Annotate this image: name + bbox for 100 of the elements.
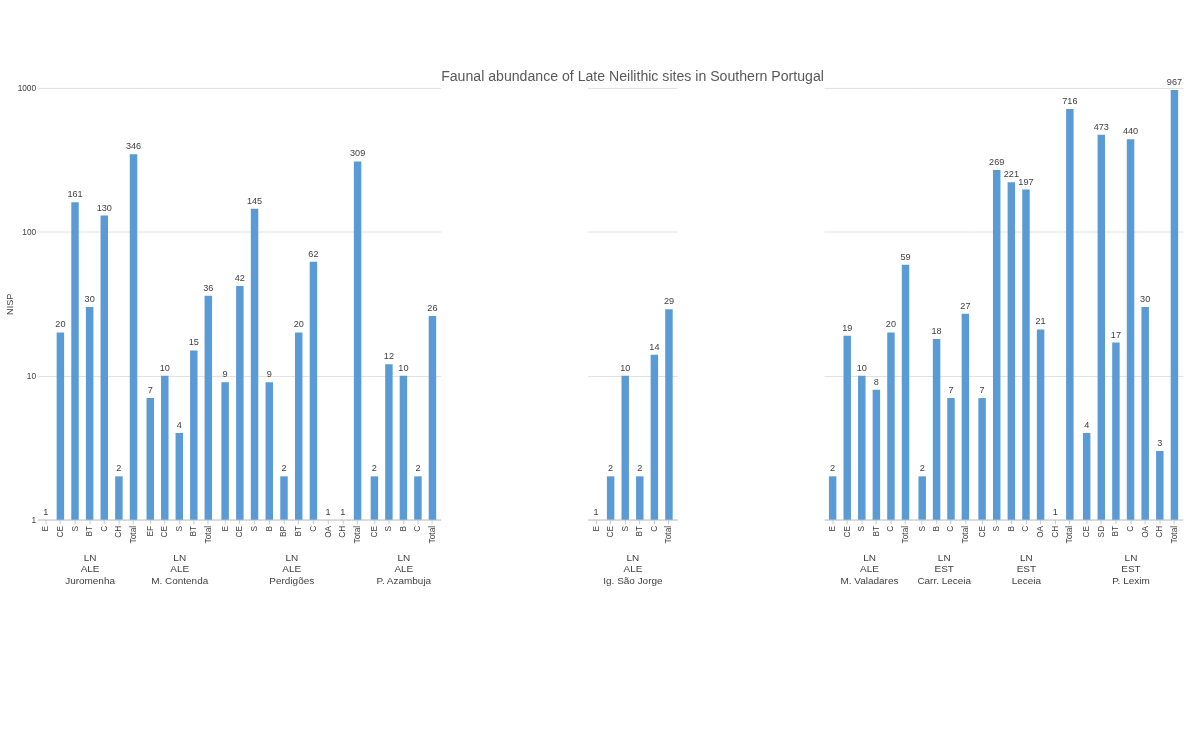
x-tick-label: EF (144, 525, 155, 537)
x-tick-label: BT (188, 525, 199, 537)
x-tick-label: C (98, 525, 109, 532)
data-label: 9 (222, 369, 228, 380)
data-label: 130 (96, 202, 112, 213)
x-tick-label: B (931, 525, 942, 532)
x-tick-label: S (856, 525, 867, 532)
x-tick-label: OA (1035, 525, 1046, 538)
x-tick-label: BT (1110, 525, 1121, 537)
data-label: 26 (427, 303, 438, 314)
data-label: 1 (43, 506, 49, 517)
x-tick-label: Total (352, 525, 363, 544)
y-tick-label: 10 (26, 370, 37, 381)
data-label: 27 (960, 300, 971, 311)
data-label: 3 (1157, 438, 1163, 449)
x-tick-label: CH (1049, 525, 1060, 538)
text: Perdigões (269, 575, 315, 587)
x-tick-label: E (40, 525, 51, 532)
data-label: 1 (340, 506, 346, 517)
text: P. Azambuja (376, 575, 432, 587)
text: EST (934, 563, 954, 575)
y-tick-label: 100 (22, 226, 37, 237)
data-label: 62 (308, 248, 319, 259)
x-tick-label: BT (634, 525, 645, 537)
data-label: 20 (885, 319, 897, 330)
x-tick-label: B (397, 525, 408, 532)
x-tick-label: Total (900, 525, 911, 544)
x-tick-label: C (307, 525, 318, 532)
data-label: 2 (830, 463, 836, 474)
x-tick-label: CH (113, 525, 124, 538)
text: LN (1020, 551, 1033, 563)
data-label: 15 (188, 337, 199, 348)
text: Carr. Leceia (917, 575, 972, 587)
text: LN (83, 551, 97, 563)
data-label: 2 (919, 463, 925, 474)
text: EST (1121, 563, 1141, 575)
data-label: 20 (293, 319, 304, 330)
data-label: 17 (1110, 329, 1122, 340)
x-tick-label: CE (234, 525, 245, 538)
chart-title: Faunal abundance of Late Neilithic sites in Southern Portugal (441, 68, 824, 85)
text: Leceia (1011, 575, 1042, 587)
x-tick-label: CE (841, 525, 852, 538)
data-label: 2 (281, 463, 287, 474)
data-label: 269 (989, 157, 1005, 168)
x-tick-label: CE (54, 525, 65, 538)
data-label: 4 (1084, 420, 1090, 431)
x-tick-label: CE (1081, 525, 1092, 538)
text: ALE (80, 563, 100, 575)
data-label: 19 (842, 322, 853, 333)
text: LN (1124, 551, 1138, 563)
x-tick-label: CE (605, 525, 616, 538)
data-label: 14 (649, 341, 660, 352)
text: ALE (860, 563, 880, 575)
text: LN (173, 551, 187, 563)
x-tick-label: BP (278, 525, 289, 537)
x-tick-label: S (249, 525, 260, 532)
y-axis-title: NISP (4, 293, 15, 315)
data-label: 346 (125, 141, 142, 152)
data-label: 7 (948, 385, 954, 396)
data-label: 12 (383, 351, 394, 362)
text: LN (937, 551, 951, 563)
x-tick-label: E (590, 525, 601, 532)
text: LN (626, 551, 640, 563)
data-label: 2 (637, 463, 643, 474)
x-tick-label: Total (202, 525, 213, 544)
data-label: 21 (1035, 316, 1046, 327)
x-tick-label: CE (976, 525, 987, 538)
data-label: 2 (608, 463, 614, 474)
data-label: 42 (234, 273, 245, 284)
data-label: 20 (55, 319, 66, 330)
x-tick-label: C (945, 525, 956, 532)
data-label: 2 (415, 463, 421, 474)
text: M. Contenda (151, 575, 209, 587)
x-tick-label: Total (1064, 525, 1075, 544)
data-label: 10 (856, 362, 867, 373)
y-tick-label: 1 (31, 514, 37, 525)
x-tick-label: S (173, 525, 184, 532)
x-tick-label: BT (870, 525, 881, 537)
x-tick-label: B (1005, 525, 1016, 532)
x-tick-label: BT (293, 525, 304, 537)
x-tick-label: C (885, 525, 896, 532)
data-label: 1 (1052, 506, 1058, 517)
data-label: 967 (1166, 77, 1183, 88)
x-tick-label: OA (322, 525, 333, 538)
x-tick-label: CH (1154, 525, 1165, 538)
data-label: 440 (1122, 126, 1139, 137)
text: P. Lexim (1112, 575, 1150, 587)
x-tick-label: C (1020, 525, 1031, 532)
x-tick-label: Total (128, 525, 139, 544)
x-tick-label: S (916, 525, 927, 532)
text: ALE (282, 563, 302, 575)
x-tick-label: B (263, 525, 274, 532)
data-label: 30 (1140, 294, 1151, 305)
data-label: 9 (266, 369, 272, 380)
data-label: 7 (979, 385, 985, 396)
data-label: 2 (116, 463, 122, 474)
x-tick-label: Total (959, 525, 970, 544)
x-tick-label: S (69, 525, 80, 532)
text: Ig. São Jorge (603, 575, 663, 587)
x-tick-label: Total (1168, 525, 1179, 544)
